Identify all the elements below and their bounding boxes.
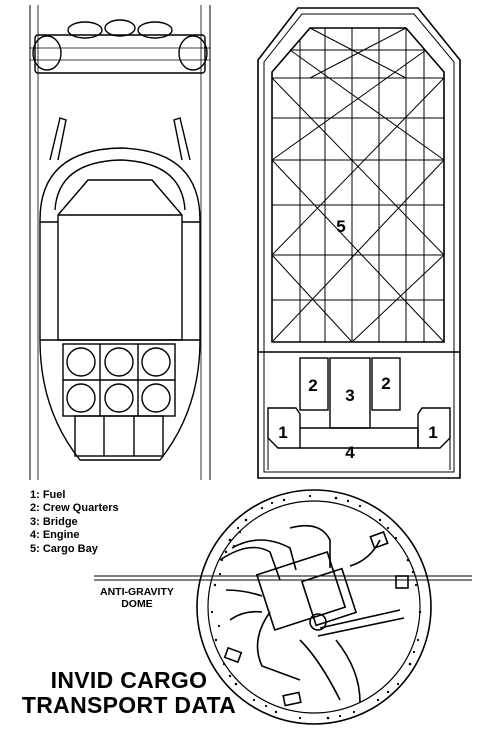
label-fuel-right: 1	[428, 423, 437, 442]
legend-item-bridge: 3: Bridge	[30, 515, 78, 528]
interior-hull	[257, 7, 461, 479]
legend: 1: Fuel 2: Crew Quarters 3: Bridge 4: En…	[30, 489, 119, 556]
legend-item-cargo-bay: 5: Cargo Bay	[30, 542, 98, 555]
engine	[300, 427, 419, 449]
crew-quarters-right	[371, 357, 401, 411]
anti-gravity-dome	[94, 489, 472, 725]
label-crew-right: 2	[381, 374, 390, 393]
interior-layout	[257, 7, 461, 479]
legend-item-fuel: 1: Fuel	[30, 489, 66, 501]
label-engine: 4	[345, 443, 355, 462]
callout-line-1: ANTI-GRAVITY	[100, 586, 174, 598]
anti-gravity-callout: ANTI-GRAVITY DOME	[100, 586, 174, 610]
callout-line-2: DOME	[121, 598, 153, 610]
label-crew-left: 2	[308, 376, 317, 395]
label-fuel-left: 1	[278, 423, 287, 442]
page-title: INVID CARGO TRANSPORT DATA	[18, 668, 240, 718]
legend-item-engine: 4: Engine	[30, 529, 80, 542]
title-line-1: INVID CARGO	[50, 667, 208, 693]
crew-quarters-left	[299, 357, 329, 411]
title-line-2: TRANSPORT DATA	[21, 692, 237, 718]
cargo-bay-frame	[271, 27, 445, 343]
front-pod	[34, 34, 206, 74]
label-bridge: 3	[345, 386, 354, 405]
label-cargo-bay: 5	[336, 217, 345, 236]
top-view	[29, 5, 211, 480]
legend-item-crew-quarters: 2: Crew Quarters	[30, 502, 119, 515]
dome-core-unit	[255, 550, 347, 632]
hull-outline	[39, 147, 201, 461]
